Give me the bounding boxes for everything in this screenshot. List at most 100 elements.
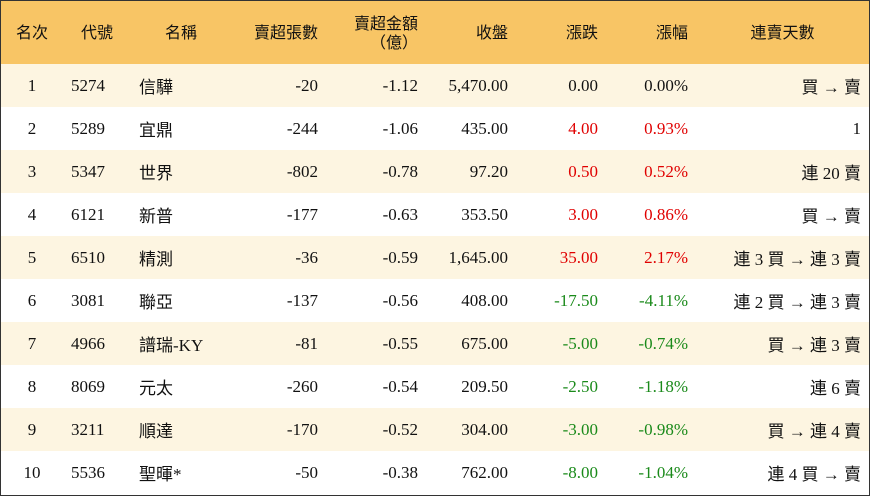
table-cell: 順達 (131, 408, 231, 451)
table-cell: 連 2 買 → 連 3 賣 (696, 279, 869, 322)
table-row: 1 5274 信驊 -20 -1.12 5,470.00 0.00 0.00% 買 → 賣 (1, 64, 869, 107)
column-header: 賣超張數 (231, 1, 326, 64)
table-cell: 4 (1, 193, 63, 236)
table-cell: 3.00 (516, 193, 606, 236)
table-cell: 675.00 (426, 322, 516, 365)
table-cell: -137 (231, 279, 326, 322)
table-cell: -0.54 (326, 365, 426, 408)
table-cell: 5347 (63, 150, 131, 193)
table-cell: 聖暉* (131, 451, 231, 494)
column-header: 代號 (63, 1, 131, 64)
table-cell: 2.17% (606, 236, 696, 279)
table-row: 7 4966 譜瑞-KY -81 -0.55 675.00 -5.00 -0.74% 買 → 連… (1, 322, 869, 365)
column-header: 名稱 (131, 1, 231, 64)
table-cell: 3 (1, 150, 63, 193)
table-cell: -50 (231, 451, 326, 494)
column-header: 連賣天數 (696, 1, 869, 64)
table-cell: -0.52 (326, 408, 426, 451)
table-cell: -36 (231, 236, 326, 279)
table-cell: 10 (1, 451, 63, 494)
column-header: 漲幅 (606, 1, 696, 64)
column-header: 漲跌 (516, 1, 606, 64)
table-cell: 買 → 連 4 賣 (696, 408, 869, 451)
table-cell: -0.56 (326, 279, 426, 322)
table-cell: 435.00 (426, 107, 516, 150)
table-cell: -0.59 (326, 236, 426, 279)
table-cell: 連 20 賣 (696, 150, 869, 193)
table-cell: -0.38 (326, 451, 426, 494)
table-cell: 353.50 (426, 193, 516, 236)
table-cell: -5.00 (516, 322, 606, 365)
table-cell: -1.04% (606, 451, 696, 494)
table-cell: 5274 (63, 64, 131, 107)
table-cell: 35.00 (516, 236, 606, 279)
table-cell: 5289 (63, 107, 131, 150)
table-cell: 0.50 (516, 150, 606, 193)
table-cell: -1.18% (606, 365, 696, 408)
table-cell: -81 (231, 322, 326, 365)
table-cell: 0.93% (606, 107, 696, 150)
table-cell: 新普 (131, 193, 231, 236)
table-cell: -4.11% (606, 279, 696, 322)
table-cell: 6 (1, 279, 63, 322)
table-cell: 6510 (63, 236, 131, 279)
table-cell: -802 (231, 150, 326, 193)
table-cell: 宜鼎 (131, 107, 231, 150)
header-row: 名次 代號 名稱 賣超張數 賣超金額 （億） 收盤 漲跌 漲幅 連賣天數 (1, 1, 869, 64)
table-cell: 信驊 (131, 64, 231, 107)
column-header: 名次 (1, 1, 63, 64)
table-cell: 精測 (131, 236, 231, 279)
table-cell: 4966 (63, 322, 131, 365)
table-cell: 7 (1, 322, 63, 365)
table-cell: 8 (1, 365, 63, 408)
table-cell: 買 → 賣 (696, 193, 869, 236)
table-cell: 0.86% (606, 193, 696, 236)
table-row: 10 5536 聖暉* -50 -0.38 762.00 -8.00 -1.04% 連 4 買 … (1, 451, 869, 494)
table-cell: -0.63 (326, 193, 426, 236)
table-cell: 2 (1, 107, 63, 150)
table-row: 3 5347 世界 -802 -0.78 97.20 0.50 0.52% 連 20 賣 (1, 150, 869, 193)
table-cell: -0.55 (326, 322, 426, 365)
table-cell: 6121 (63, 193, 131, 236)
table-cell: 762.00 (426, 451, 516, 494)
table-row: 9 3211 順達 -170 -0.52 304.00 -3.00 -0.98% 買 → 連 4… (1, 408, 869, 451)
table-cell: 8069 (63, 365, 131, 408)
table-row: 2 5289 宜鼎 -244 -1.06 435.00 4.00 0.93% 1 (1, 107, 869, 150)
table-cell: 連 6 賣 (696, 365, 869, 408)
table-row: 6 3081 聯亞 -137 -0.56 408.00 -17.50 -4.11% 連 2 買 … (1, 279, 869, 322)
table-cell: -177 (231, 193, 326, 236)
table-cell: 世界 (131, 150, 231, 193)
table-cell: 1,645.00 (426, 236, 516, 279)
table-cell: -3.00 (516, 408, 606, 451)
table-cell: 9 (1, 408, 63, 451)
table-row: 4 6121 新普 -177 -0.63 353.50 3.00 0.86% 買 → 賣 (1, 193, 869, 236)
table-cell: 5536 (63, 451, 131, 494)
table-cell: -170 (231, 408, 326, 451)
table-row: 5 6510 精測 -36 -0.59 1,645.00 35.00 2.17% 連 3 買 →… (1, 236, 869, 279)
table-cell: 1 (696, 107, 869, 150)
table-cell: 1 (1, 64, 63, 107)
table-cell: 304.00 (426, 408, 516, 451)
table-cell: 4.00 (516, 107, 606, 150)
table-cell: 連 4 買 → 賣 (696, 451, 869, 494)
table-cell: -260 (231, 365, 326, 408)
table-cell: -1.12 (326, 64, 426, 107)
table-cell: -0.78 (326, 150, 426, 193)
table-cell: 5 (1, 236, 63, 279)
table-cell: 3211 (63, 408, 131, 451)
column-header: 收盤 (426, 1, 516, 64)
table-cell: -0.98% (606, 408, 696, 451)
table-cell: 97.20 (426, 150, 516, 193)
table-cell: -1.06 (326, 107, 426, 150)
table-cell: 408.00 (426, 279, 516, 322)
table-cell: -17.50 (516, 279, 606, 322)
table-cell: 0.52% (606, 150, 696, 193)
table-cell: -0.74% (606, 322, 696, 365)
table-cell: 買 → 賣 (696, 64, 869, 107)
table-cell: 3081 (63, 279, 131, 322)
table-cell: -2.50 (516, 365, 606, 408)
table-cell: -8.00 (516, 451, 606, 494)
table-cell: 買 → 連 3 賣 (696, 322, 869, 365)
